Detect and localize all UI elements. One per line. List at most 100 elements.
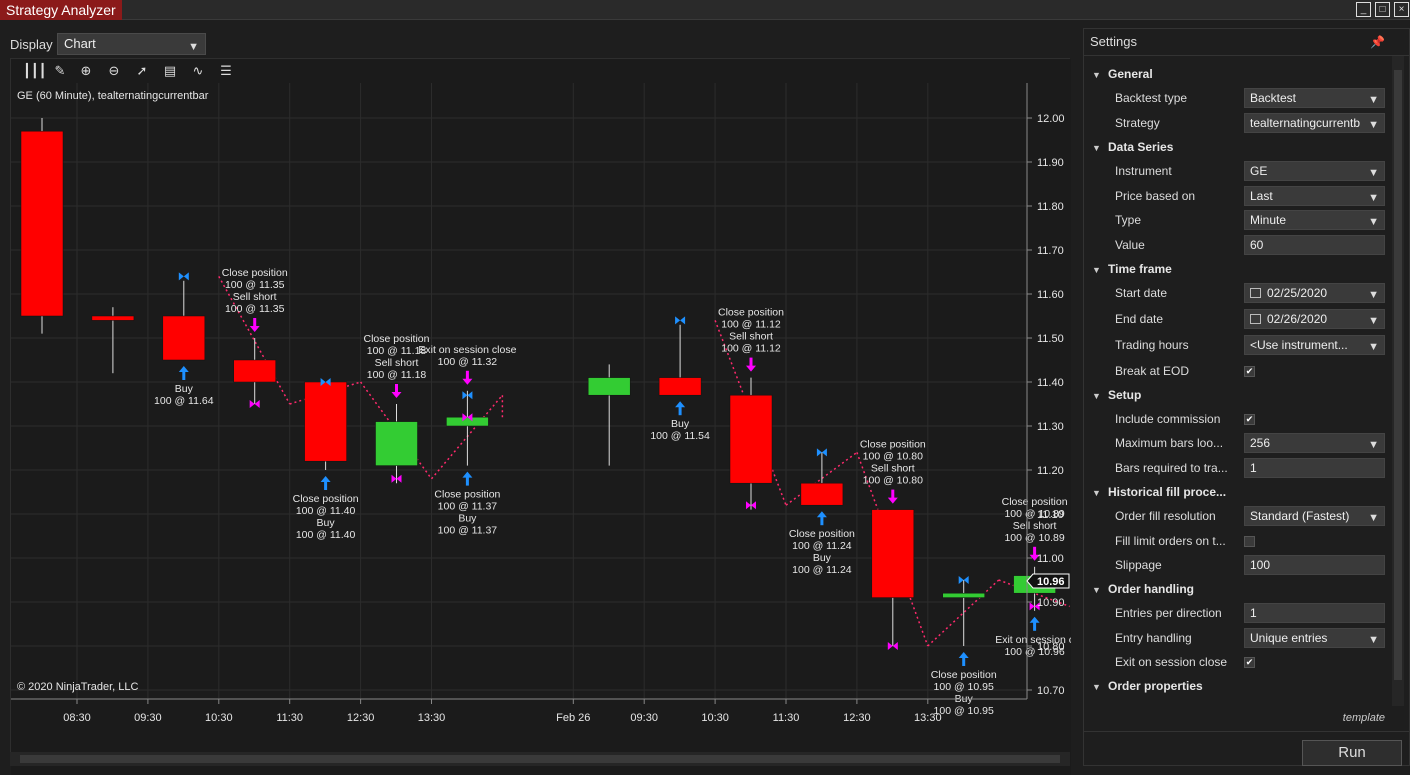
- minimize-button[interactable]: _: [1356, 2, 1371, 17]
- signal-label: 100 @ 11.40: [296, 529, 356, 541]
- scroll-thumb[interactable]: [20, 755, 1060, 763]
- field-value: GE: [1250, 164, 1268, 178]
- zoom-out-icon[interactable]: ⊖: [108, 63, 120, 78]
- entry-marker: [178, 272, 189, 281]
- scroll-thumb[interactable]: [1394, 70, 1402, 680]
- y-tick-label: 11.30: [1037, 421, 1064, 433]
- y-tick-label: 11.90: [1037, 157, 1064, 169]
- collapse-arrow-icon[interactable]: ▼: [1092, 70, 1101, 80]
- x-tick-label: Feb 26: [556, 712, 590, 724]
- zoom-in-icon[interactable]: ⊕: [80, 63, 92, 78]
- maximize-button[interactable]: □: [1375, 2, 1390, 17]
- section-order-handling[interactable]: ▼ Order handling: [1092, 582, 1194, 596]
- settings-title: Settings: [1090, 34, 1137, 49]
- section-order-properties[interactable]: ▼ Order properties: [1092, 679, 1203, 693]
- candle: [375, 421, 418, 466]
- section-historical-fill-proce-[interactable]: ▼ Historical fill proce...: [1092, 485, 1226, 499]
- section-label: Time frame: [1108, 262, 1172, 276]
- collapse-arrow-icon[interactable]: ▼: [1092, 488, 1101, 498]
- chevron-down-icon: ▼: [1368, 341, 1379, 353]
- collapse-arrow-icon[interactable]: ▼: [1092, 143, 1101, 153]
- chart-pane: Display Chart ▼ ┃┃┃ ✎ ⊕ ⊖ ➚ ▤ ∿ ☰ Close …: [0, 22, 1077, 775]
- signal-label: 100 @ 11.54: [650, 430, 710, 442]
- maximum-bars-loo-field[interactable]: 256 ▼: [1244, 433, 1385, 453]
- signal-label: 100 @ 11.18: [367, 345, 427, 357]
- chart-horizontal-scrollbar[interactable]: [10, 752, 1070, 766]
- signal-label: Close position: [1002, 496, 1068, 508]
- signal-label: 100 @ 11.37: [438, 525, 498, 537]
- price-based-on-field[interactable]: Last ▼: [1244, 185, 1385, 206]
- properties-icon[interactable]: ▤: [163, 63, 177, 78]
- signal-label: Close position: [789, 528, 855, 540]
- signal-label: 100 @ 10.80: [863, 475, 923, 487]
- collapse-arrow-icon[interactable]: ▼: [1092, 585, 1101, 595]
- cursor-icon[interactable]: ➚: [136, 63, 148, 78]
- instrument-field[interactable]: GE ▼: [1244, 161, 1385, 181]
- property-label: Instrument: [1115, 164, 1172, 178]
- trading-hours-field[interactable]: <Use instrument... ▼: [1244, 335, 1385, 355]
- sell-arrow-icon: [249, 318, 260, 332]
- close-button[interactable]: ×: [1394, 2, 1409, 17]
- sell-arrow-icon: [462, 370, 473, 385]
- include-commission-checkbox[interactable]: ✔: [1244, 414, 1255, 425]
- field-value: tealternatingcurrentb: [1250, 115, 1361, 130]
- section-label: Setup: [1108, 388, 1142, 402]
- candle: [20, 130, 64, 317]
- end-date-field[interactable]: 02/26/2020 ▼: [1244, 309, 1385, 329]
- list-icon[interactable]: ☰: [220, 63, 232, 78]
- fill-limit-orders-on-t-checkbox[interactable]: [1244, 535, 1255, 547]
- collapse-arrow-icon[interactable]: ▼: [1092, 265, 1101, 275]
- candle: [658, 377, 702, 396]
- section-time-frame[interactable]: ▼ Time frame: [1092, 262, 1172, 276]
- bars-required-to-tra-field[interactable]: 1: [1244, 457, 1385, 478]
- backtest-type-field[interactable]: Backtest ▼: [1244, 88, 1385, 108]
- settings-scrollbar[interactable]: [1392, 56, 1404, 706]
- field-value: 02/25/2020: [1267, 286, 1328, 300]
- trade-line: [856, 452, 929, 647]
- break-at-eod-checkbox[interactable]: ✔: [1244, 366, 1255, 377]
- signal-label: 100 @ 11.35: [225, 279, 285, 291]
- property-label: Start date: [1115, 286, 1168, 300]
- value-field[interactable]: 60: [1244, 234, 1385, 255]
- entries-per-direction-field[interactable]: 1: [1244, 603, 1385, 623]
- pin-icon[interactable]: 📌: [1370, 35, 1385, 49]
- section-setup[interactable]: ▼ Setup: [1092, 388, 1141, 402]
- signal-label: Buy: [813, 552, 832, 564]
- collapse-arrow-icon[interactable]: ▼: [1092, 682, 1101, 692]
- candle: [446, 416, 489, 427]
- buy-arrow-icon: [462, 471, 473, 486]
- collapse-arrow-icon[interactable]: ▼: [1092, 391, 1101, 401]
- slippage-field[interactable]: 100: [1244, 554, 1385, 575]
- property-label: Slippage: [1115, 557, 1162, 572]
- entry-handling-field[interactable]: Unique entries ▼: [1244, 627, 1385, 648]
- y-tick-label: 11.60: [1037, 289, 1064, 301]
- field-value: 1: [1250, 606, 1257, 620]
- strategy-field[interactable]: tealternatingcurrentb ▼: [1244, 112, 1385, 133]
- template-link[interactable]: template: [1342, 712, 1385, 724]
- candle: [587, 377, 631, 396]
- section-data-series[interactable]: ▼ Data Series: [1092, 140, 1173, 154]
- exit-on-session-close-checkbox[interactable]: ✔: [1244, 657, 1255, 668]
- chart-panel[interactable]: ┃┃┃ ✎ ⊕ ⊖ ➚ ▤ ∿ ☰ Close position 100 @ 11…: [10, 58, 1071, 775]
- start-date-field[interactable]: 02/25/2020 ▼: [1244, 283, 1385, 303]
- indicator-icon[interactable]: ∿: [192, 63, 204, 78]
- signal-label: Buy: [175, 383, 194, 395]
- order-fill-resolution-field[interactable]: Standard (Fastest) ▼: [1244, 506, 1385, 526]
- section-general[interactable]: ▼ General: [1092, 67, 1153, 81]
- signal-label: Close position: [434, 489, 500, 501]
- signal-label: 100 @ 11.37: [438, 501, 498, 513]
- pencil-icon[interactable]: ✎: [54, 63, 66, 78]
- bar-chart-icon[interactable]: ┃┃┃: [23, 63, 47, 78]
- candle: [162, 315, 206, 361]
- copyright-label: © 2020 NinjaTrader, LLC: [17, 681, 138, 693]
- type-field[interactable]: Minute ▼: [1244, 210, 1385, 230]
- display-select[interactable]: Chart ▼: [57, 33, 206, 55]
- candle: [729, 394, 773, 484]
- signal-label: Buy: [458, 513, 477, 525]
- property-label: Entries per direction: [1115, 606, 1222, 620]
- chevron-down-icon: ▼: [1368, 94, 1379, 106]
- signal-label: 100 @ 11.12: [721, 319, 781, 331]
- field-value: 02/26/2020: [1267, 312, 1328, 326]
- run-button[interactable]: Run: [1302, 740, 1402, 766]
